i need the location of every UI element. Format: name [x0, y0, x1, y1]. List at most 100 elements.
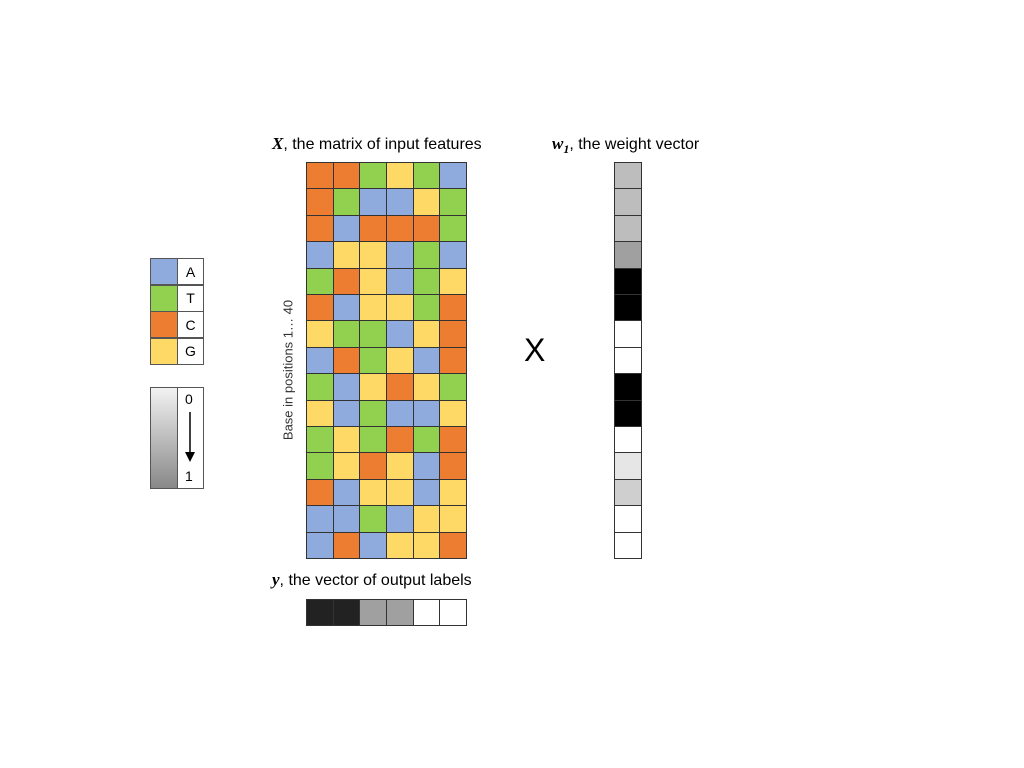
matrix-cell [359, 505, 387, 533]
weight-cell [614, 241, 642, 269]
matrix-cell [386, 399, 414, 427]
matrix-cell [359, 346, 387, 375]
weight-cell [614, 531, 642, 559]
matrix-cell [439, 452, 467, 480]
matrix-cell [439, 478, 467, 507]
matrix-cell [386, 478, 414, 507]
matrix-cell [386, 373, 414, 401]
weight-cell [614, 267, 642, 295]
matrix-cell [386, 294, 414, 322]
matrix-cell [359, 162, 387, 190]
matrix-cell [332, 399, 361, 427]
matrix-cell [359, 214, 387, 243]
weight-cell [614, 320, 642, 348]
matrix-cell [306, 188, 334, 216]
scale-box [177, 387, 204, 489]
legend-label: T [177, 284, 204, 312]
matrix-cell [439, 531, 467, 559]
matrix-cell [359, 241, 387, 269]
matrix-title-text: , the matrix of input features [283, 136, 482, 153]
label-cell [412, 599, 441, 626]
matrix-cell [306, 478, 334, 507]
weights-symbol: w [552, 134, 564, 153]
matrix-cell [306, 294, 334, 322]
label-cell [386, 599, 414, 626]
matrix-cell [359, 452, 387, 480]
matrix-symbol: X [272, 134, 284, 153]
matrix-cell [332, 373, 361, 401]
matrix-cell [306, 346, 334, 375]
matrix-cell [439, 505, 467, 533]
matrix-cell [412, 531, 441, 559]
matrix-cell [412, 452, 441, 480]
legend-label: A [177, 258, 204, 285]
scale-end: 1 [185, 468, 193, 484]
matrix-cell [439, 373, 467, 401]
matrix-cell [306, 214, 334, 243]
matrix-cell [412, 505, 441, 533]
matrix-cell [332, 531, 361, 559]
labels-symbol: y [272, 570, 280, 589]
matrix-cell [359, 320, 387, 348]
operator: X [524, 332, 546, 368]
matrix-cell [332, 267, 361, 295]
matrix-cell [306, 505, 334, 533]
matrix-cell [332, 452, 361, 480]
matrix-cell [386, 452, 414, 480]
matrix-cell [412, 214, 441, 243]
matrix-cell [332, 214, 361, 243]
legend-label: G [177, 337, 204, 365]
weight-cell [614, 373, 642, 401]
matrix-cell [439, 214, 467, 243]
weights-title-text: , the weight vector [569, 136, 700, 153]
matrix-cell [412, 346, 441, 375]
weight-cell [614, 452, 642, 480]
matrix-cell [332, 505, 361, 533]
legend-swatch [150, 337, 178, 365]
matrix-cell [332, 426, 361, 454]
matrix-cell [332, 188, 361, 216]
matrix-cell [306, 426, 334, 454]
matrix-cell [359, 531, 387, 559]
weight-cell [614, 478, 642, 507]
matrix-cell [332, 346, 361, 375]
matrix-cell [412, 294, 441, 322]
label-cell [306, 599, 334, 626]
matrix-cell [439, 294, 467, 322]
legend-swatch [150, 258, 178, 285]
matrix-cell [386, 162, 414, 190]
weight-cell [614, 188, 642, 216]
matrix-cell [439, 188, 467, 216]
matrix-cell [359, 426, 387, 454]
matrix-cell [412, 373, 441, 401]
matrix-cell [412, 241, 441, 269]
legend-swatch [150, 311, 178, 338]
matrix-cell [439, 241, 467, 269]
matrix-cell [386, 267, 414, 295]
label-cell [332, 599, 361, 626]
matrix-cell [386, 320, 414, 348]
matrix-cell [386, 531, 414, 559]
matrix-cell [306, 320, 334, 348]
weight-cell [614, 505, 642, 533]
matrix-cell [306, 452, 334, 480]
weight-cell [614, 214, 642, 243]
matrix-cell [412, 478, 441, 507]
scale-gradient [150, 387, 178, 489]
matrix-cell [306, 267, 334, 295]
matrix-cell [386, 188, 414, 216]
matrix-cell [332, 478, 361, 507]
matrix-cell [412, 162, 441, 190]
labels-title: y, the vector of output labels [272, 570, 472, 590]
matrix-cell [439, 267, 467, 295]
matrix-cell [412, 426, 441, 454]
weights-subscript: 1 [563, 142, 570, 157]
scale-start: 0 [185, 391, 193, 407]
matrix-title: X, the matrix of input features [272, 134, 482, 154]
matrix-cell [439, 426, 467, 454]
matrix-cell [412, 320, 441, 348]
matrix-cell [306, 162, 334, 190]
matrix-cell [306, 399, 334, 427]
matrix-cell [412, 267, 441, 295]
matrix-cell [332, 294, 361, 322]
